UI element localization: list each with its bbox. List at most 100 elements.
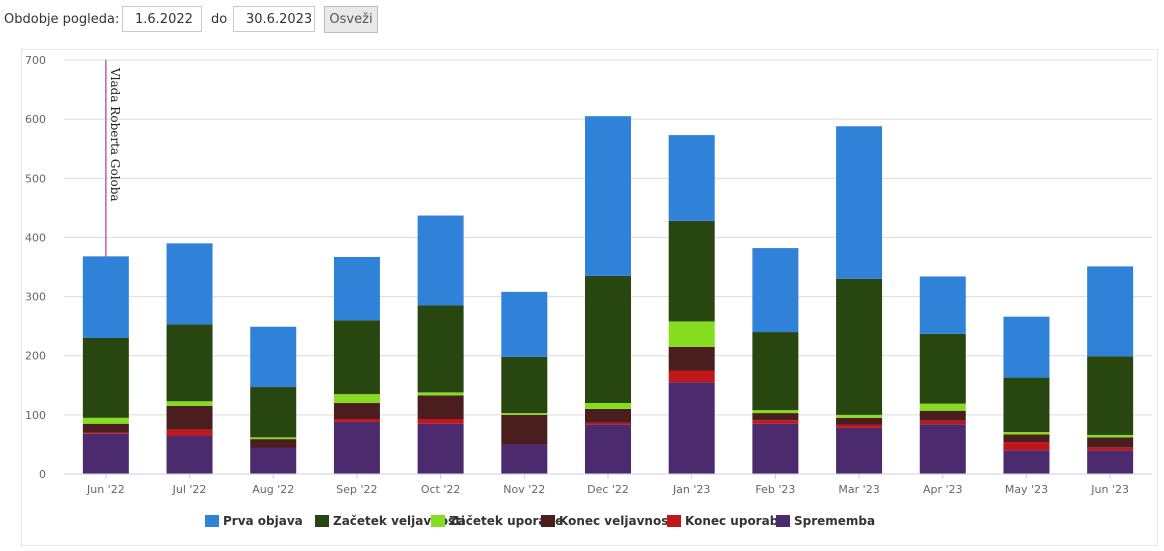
- bar-segment: [250, 439, 297, 448]
- x-tick-label: Jun '23: [1090, 483, 1129, 496]
- bar-segment: [752, 423, 799, 474]
- bar-segment: [836, 427, 883, 474]
- bar-segment: [1003, 432, 1050, 435]
- x-tick-label: Jul '22: [172, 483, 207, 496]
- bar-segment: [333, 403, 380, 419]
- date-to-input[interactable]: [233, 6, 315, 32]
- bar-segment: [82, 433, 129, 474]
- x-tick-label: May '23: [1005, 483, 1048, 496]
- x-tick-label: Sep '22: [336, 483, 377, 496]
- bar-segment: [585, 403, 631, 409]
- y-tick-label: 600: [25, 113, 46, 126]
- bar-segment: [585, 275, 631, 404]
- axes: 0 100 200 300 400 500 600 700 Jun '22 Jul '22 Aug …: [25, 54, 1152, 496]
- bar-segment: [585, 408, 631, 423]
- bar-segment: [919, 276, 966, 334]
- x-tick-label: Apr '23: [923, 483, 963, 496]
- bar-segment: [668, 220, 715, 322]
- bar-segment: [752, 332, 799, 411]
- bar-segment: [166, 435, 213, 474]
- bar-segment: [752, 420, 799, 424]
- bar-segment: [1003, 450, 1050, 474]
- bar-segment: [1087, 437, 1134, 448]
- bar-segment: [501, 414, 548, 445]
- annotation-label: Vlada Roberta Goloba: [108, 67, 122, 202]
- x-tick-label: Jun '22: [86, 483, 125, 496]
- y-tick-label: 300: [25, 291, 46, 304]
- bar-segment: [501, 444, 548, 474]
- bar-segment: [836, 424, 883, 428]
- x-tick-label: Mar '23: [838, 483, 879, 496]
- bar-segment: [250, 447, 297, 474]
- bar-segment: [501, 413, 548, 415]
- period-filter-bar: Obdobje pogleda: do Osveži: [0, 0, 1164, 40]
- bar-segment: [668, 382, 715, 474]
- legend-swatch: [541, 515, 555, 527]
- legend-swatch: [431, 515, 445, 527]
- bar-segment: [585, 116, 631, 276]
- bar-segment: [668, 321, 715, 347]
- x-tick-label: Jan '23: [672, 483, 710, 496]
- legend-label: Začetek uporabe: [449, 514, 563, 528]
- bar-segment: [166, 324, 213, 402]
- bar-segment: [417, 423, 464, 474]
- y-tick-label: 200: [25, 350, 46, 363]
- bar-segment: [166, 405, 213, 430]
- bar-segment: [501, 356, 548, 414]
- x-tick-label: Feb '23: [755, 483, 795, 496]
- bar-segment: [1003, 434, 1050, 443]
- x-tick-label: Aug '22: [252, 483, 294, 496]
- bar-segment: [585, 422, 631, 425]
- y-tick-label: 0: [39, 468, 46, 481]
- bar-segment: [1087, 266, 1134, 357]
- bar-segment: [919, 403, 966, 411]
- bar-segment: [752, 410, 799, 414]
- bar-segment: [585, 424, 631, 474]
- bar-segment: [1087, 450, 1134, 474]
- legend-swatch: [776, 515, 790, 527]
- annotation: Vlada Roberta Goloba: [105, 60, 122, 257]
- bar-segment: [166, 401, 213, 406]
- bar-segment: [417, 395, 464, 419]
- bars: [82, 116, 1134, 474]
- bar-segment: [836, 126, 883, 279]
- y-tick-label: 100: [25, 409, 46, 422]
- to-label: do: [211, 12, 228, 27]
- refresh-button[interactable]: Osveži: [324, 6, 378, 33]
- bar-segment: [668, 370, 715, 383]
- bar-segment: [82, 337, 129, 418]
- stacked-bar-chart: Vlada Roberta Goloba 0 100 200 300 400 500 600…: [25, 54, 1152, 528]
- bar-segment: [333, 320, 380, 395]
- period-label: Obdobje pogleda:: [4, 12, 120, 27]
- date-from-input[interactable]: [122, 6, 202, 32]
- bar-segment: [1003, 377, 1050, 433]
- y-tick-label: 700: [25, 54, 46, 67]
- bar-segment: [333, 421, 380, 474]
- bar-segment: [836, 278, 883, 415]
- bar-segment: [333, 394, 380, 404]
- bar-segment: [919, 420, 966, 425]
- bar-segment: [417, 418, 464, 424]
- bar-segment: [836, 417, 883, 425]
- legend-swatch: [205, 515, 219, 527]
- bar-segment: [417, 392, 464, 396]
- bar-segment: [919, 410, 966, 421]
- y-tick-label: 500: [25, 172, 46, 185]
- bar-segment: [752, 248, 799, 333]
- bar-segment: [82, 256, 129, 338]
- bar-segment: [82, 417, 129, 424]
- bar-segment: [82, 432, 129, 434]
- legend-label: Sprememba: [794, 514, 875, 528]
- x-tick-label: Dec '22: [587, 483, 629, 496]
- bar-segment: [501, 291, 548, 357]
- bar-segment: [1087, 356, 1134, 435]
- bar-segment: [1003, 316, 1050, 378]
- legend-label: Konec uporabe: [685, 514, 786, 528]
- bar-segment: [333, 256, 380, 321]
- bar-segment: [82, 423, 129, 433]
- legend-label: Konec veljavnosti: [559, 514, 678, 528]
- y-tick-label: 400: [25, 231, 46, 244]
- bar-segment: [668, 346, 715, 371]
- legend-swatch: [667, 515, 681, 527]
